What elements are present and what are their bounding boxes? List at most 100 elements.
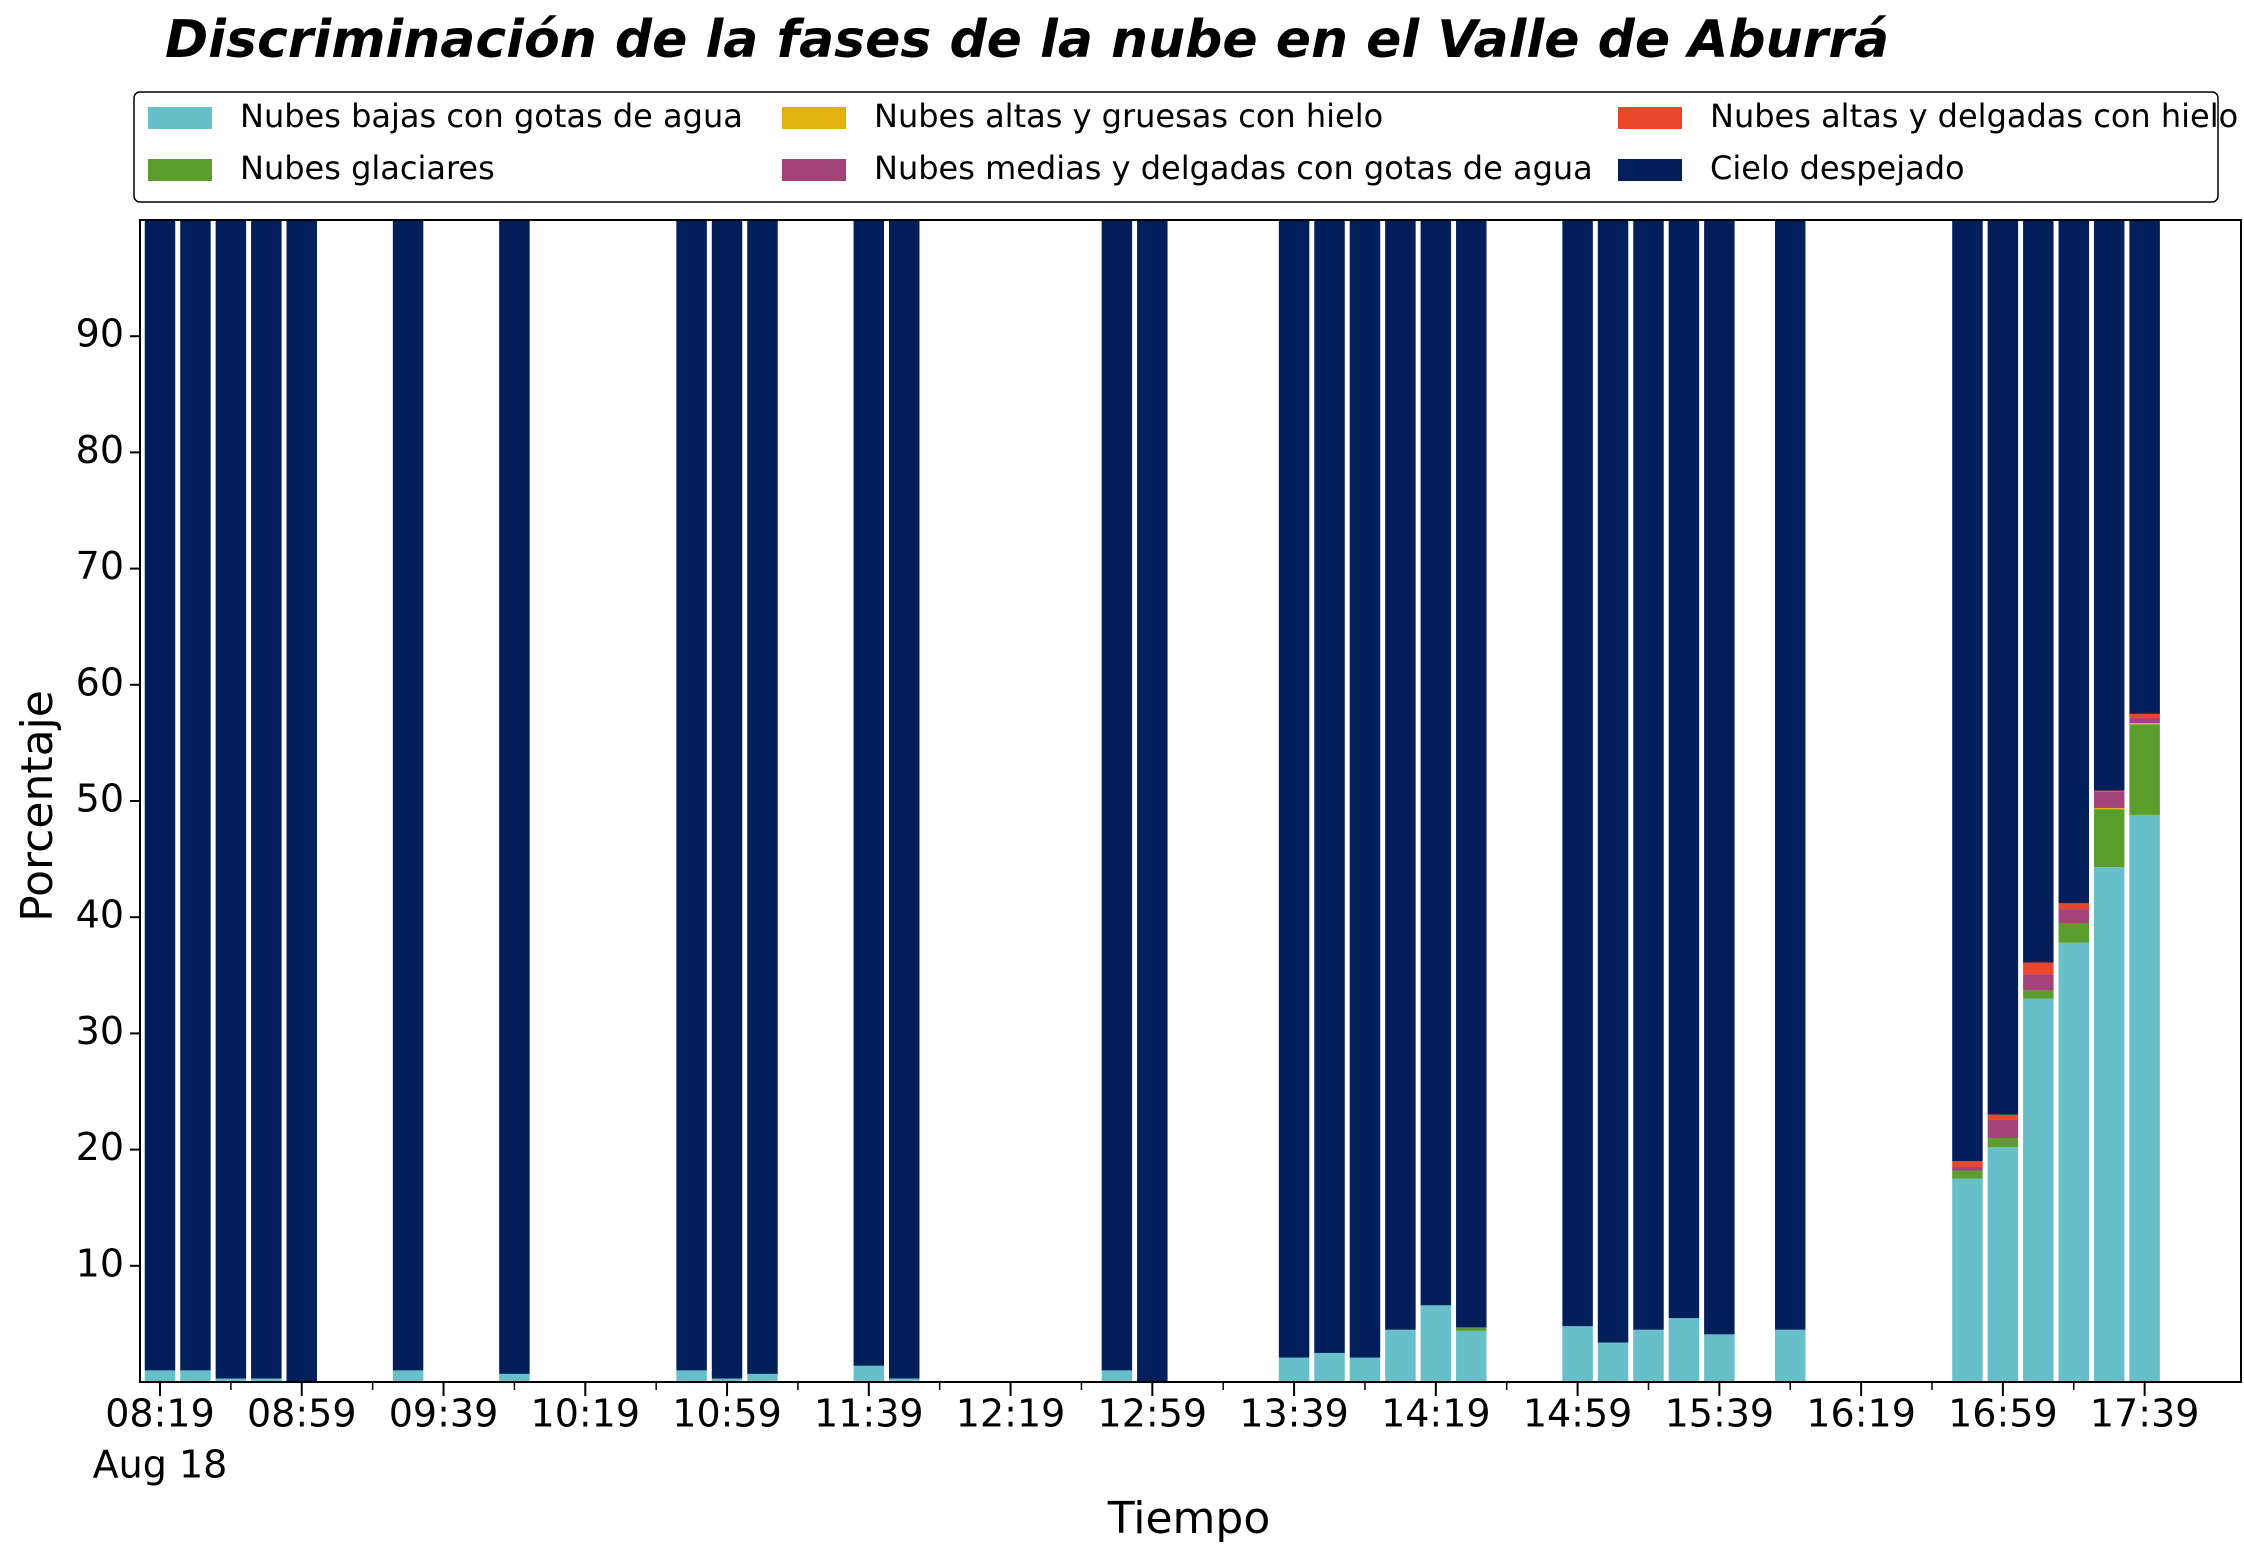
bar-segment	[1952, 1167, 1983, 1171]
legend-label: Nubes altas y gruesas con hielo	[874, 97, 1383, 135]
bar-segment	[853, 1365, 885, 1382]
legend-swatch	[1618, 107, 1682, 129]
bar-segment	[1775, 1329, 1806, 1382]
bar-segment	[2129, 723, 2160, 725]
bar-segment	[1456, 1327, 1487, 1331]
bar-segment	[1420, 1305, 1452, 1382]
bar-segment	[2093, 220, 2125, 791]
plot-frame	[139, 219, 2242, 1383]
bar-segment	[1668, 1318, 1700, 1382]
bar-segment	[1349, 220, 1381, 1358]
bar-segment	[1314, 1352, 1345, 1382]
bar-segment	[1137, 220, 1168, 1382]
bar-segment	[499, 220, 530, 1374]
x-tick-label: 16:59	[1948, 1392, 2058, 1436]
bar-segment	[2093, 867, 2125, 1382]
x-tick-label: 14:59	[1523, 1392, 1633, 1436]
bar-segment	[2129, 713, 2160, 719]
bar-segment	[2129, 220, 2160, 714]
bar-segment	[747, 220, 778, 1374]
bar-segment	[215, 220, 247, 1379]
bar-segment	[1633, 220, 1664, 1330]
bar-segment	[2058, 903, 2089, 910]
y-tick-label: 20	[76, 1125, 124, 1169]
legend-swatch	[1618, 159, 1682, 181]
bar-segment	[2023, 220, 2054, 963]
bar-segment	[1952, 220, 1983, 1162]
bar-segment	[711, 1378, 743, 1382]
bar-segment	[1987, 1147, 2019, 1382]
bar-segment	[2023, 998, 2054, 1382]
bar-segment	[1987, 1119, 2019, 1138]
bar-segment	[1597, 220, 1629, 1343]
bar-segment	[1952, 1170, 1983, 1179]
y-tick-label: 60	[76, 660, 124, 704]
bar-segment	[2093, 807, 2125, 810]
bar-segment	[1597, 1342, 1629, 1382]
x-tick-label: 11:39	[814, 1392, 924, 1436]
bar-segment	[1101, 1370, 1133, 1382]
bar-segment	[286, 220, 317, 1382]
bar-segment	[2093, 791, 2125, 808]
x-tick-label: 15:39	[1665, 1392, 1775, 1436]
bar-segment	[1278, 1357, 1310, 1382]
bar-segment	[889, 220, 920, 1379]
bar-segment	[180, 220, 211, 1371]
bar-segment	[1704, 1334, 1735, 1382]
bar-segment	[1349, 1357, 1381, 1382]
y-tick-label: 90	[76, 312, 124, 356]
bar-segment	[2129, 718, 2160, 724]
x-tick-label: 12:19	[956, 1392, 1066, 1436]
bar-segment	[1456, 220, 1487, 1328]
bar-segment	[2023, 990, 2054, 999]
legend-swatch	[148, 159, 212, 181]
bar-segment	[1278, 220, 1310, 1358]
bar-segment	[1562, 220, 1593, 1327]
bar-segment	[1385, 1329, 1416, 1382]
x-tick-label: 10:59	[672, 1392, 782, 1436]
bar-segment	[499, 1373, 530, 1382]
legend-label: Nubes bajas con gotas de agua	[240, 97, 743, 135]
x-tick-label: 16:19	[1806, 1392, 1916, 1436]
bar-segment	[1101, 220, 1133, 1371]
bar-segment	[747, 1373, 778, 1382]
y-tick-label: 50	[76, 777, 124, 821]
legend-label: Cielo despejado	[1710, 149, 1965, 187]
bar-segment	[144, 220, 176, 1371]
chart-title: Discriminación de la fases de la nube en…	[165, 10, 1889, 70]
bar-segment	[180, 1370, 211, 1382]
bar-segment	[1385, 220, 1416, 1330]
bar-segment	[2058, 942, 2089, 1382]
bar-segment	[676, 220, 707, 1371]
y-axis-label: Porcentaje	[12, 690, 63, 922]
bar-segment	[2023, 974, 2054, 991]
bar-segment	[1456, 1330, 1487, 1382]
bar-segment	[2093, 790, 2125, 792]
bar-segment	[2023, 962, 2054, 975]
bar-segment	[1562, 1326, 1593, 1382]
legend-label: Nubes glaciares	[240, 149, 495, 187]
x-date-label: Aug 18	[93, 1443, 228, 1487]
bar-segment	[2129, 814, 2160, 1382]
x-axis-label: Tiempo	[1107, 1493, 1271, 1544]
bar-segment	[2093, 809, 2125, 868]
bar-segment	[215, 1378, 247, 1382]
x-tick-label: 14:19	[1381, 1392, 1491, 1436]
y-tick-label: 30	[76, 1009, 124, 1053]
legend-box	[133, 91, 2219, 203]
x-tick-label: 08:59	[247, 1392, 357, 1436]
bar-segment	[1633, 1329, 1664, 1382]
bar-segment	[889, 1378, 920, 1382]
bar-segment	[676, 1370, 707, 1382]
bar-segment	[1704, 220, 1735, 1335]
y-tick-label: 70	[76, 544, 124, 588]
y-tick-label: 40	[76, 893, 124, 937]
bar-segment	[144, 1370, 176, 1382]
bar-segment	[1987, 1137, 2019, 1148]
legend-swatch	[148, 107, 212, 129]
y-tick-label: 10	[76, 1241, 124, 1285]
bar-segment	[2058, 909, 2089, 924]
bar-segment	[711, 220, 743, 1379]
legend-label: Nubes altas y delgadas con hielo	[1710, 97, 2238, 135]
